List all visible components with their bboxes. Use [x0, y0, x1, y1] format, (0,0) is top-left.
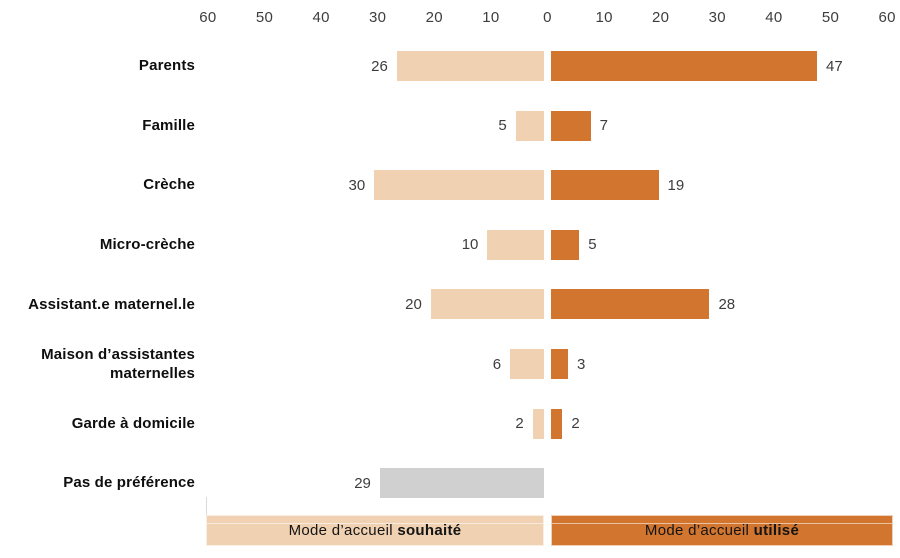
value-label-utilise: 2 [571, 415, 580, 433]
value-label-souhaite: 20 [405, 295, 422, 313]
legend-utilise-label: Mode d’accueil utilisé [644, 522, 800, 539]
value-label-utilise: 5 [588, 236, 597, 254]
bar-utilise [551, 170, 659, 201]
value-label-souhaite: 29 [354, 474, 371, 492]
chart-row: Micro-crèche 10 5 [0, 229, 900, 260]
value-label-souhaite: 2 [515, 415, 524, 433]
axis-tick-label: 10 [595, 9, 613, 26]
axis-tick-mark [206, 497, 207, 515]
left-half: 30 [195, 170, 544, 201]
chart-row: Famille 5 7 [0, 110, 900, 141]
value-label-utilise: 47 [826, 57, 843, 75]
right-half: 28 [551, 289, 900, 320]
axis-tick-label: 40 [765, 9, 783, 26]
left-half: 20 [195, 289, 544, 320]
category-label: Famille [142, 116, 195, 134]
left-half: 10 [195, 229, 544, 260]
value-label-utilise: 7 [599, 117, 608, 135]
bar-utilise [551, 229, 580, 260]
left-half: 26 [195, 51, 544, 81]
axis-tick-label: 30 [708, 9, 726, 26]
axis-tick-label: 30 [369, 9, 387, 26]
right-half [551, 468, 900, 498]
right-half: 3 [551, 349, 900, 379]
right-half: 47 [551, 51, 900, 81]
chart-row: Garde à domicile 2 2 [0, 408, 900, 439]
category-label: Crèche [143, 176, 195, 194]
bar-souhaite [532, 408, 544, 439]
bar-no-preference [379, 468, 544, 499]
center-gap [544, 468, 551, 498]
bar-utilise [551, 349, 568, 379]
legend-utilise: Mode d’accueil utilisé [551, 515, 893, 546]
right-half: 7 [551, 110, 900, 141]
category-label: Pas de préférence [63, 474, 195, 492]
right-half: 5 [551, 229, 900, 260]
bar-souhaite [510, 349, 544, 379]
bar-utilise [551, 51, 818, 81]
center-gap [544, 51, 551, 81]
value-label-souhaite: 6 [492, 355, 502, 373]
bar-utilise [551, 408, 563, 439]
left-half: 6 [195, 349, 544, 379]
value-label-souhaite: 5 [498, 117, 507, 135]
center-gap [544, 111, 551, 141]
center-gap [544, 289, 551, 319]
bar-souhaite [487, 229, 544, 260]
right-half: 2 [551, 408, 900, 439]
chart-row: Maison d’assistantes maternelles 6 3 [0, 345, 900, 383]
axis-tick-label: 0 [543, 9, 552, 26]
bar-souhaite [430, 289, 544, 320]
axis-tick-label: 20 [425, 9, 443, 26]
legend-souhaite-label: Mode d’accueil souhaité [288, 522, 462, 539]
bar-souhaite [515, 110, 544, 141]
value-label-souhaite: 26 [371, 57, 388, 75]
value-label-utilise: 28 [718, 295, 736, 313]
left-half: 29 [195, 468, 544, 499]
left-half: 5 [195, 110, 544, 141]
category-label: Assistant.e maternel.le [28, 295, 195, 313]
bar-souhaite [374, 170, 544, 201]
chart-row: Crèche 30 19 [0, 170, 900, 201]
axis-tick-label: 60 [199, 9, 217, 26]
category-label: Maison d’assistantes maternelles [41, 345, 195, 383]
bar-utilise [551, 110, 591, 141]
left-half: 2 [195, 408, 544, 439]
center-gap [544, 230, 551, 260]
axis-tick-label: 10 [482, 9, 500, 26]
axis-tick-label: 50 [255, 9, 274, 26]
axis-tick-label: 60 [878, 9, 896, 26]
category-label: Micro-crèche [99, 236, 195, 254]
value-label-utilise: 19 [667, 176, 685, 194]
value-label-souhaite: 30 [348, 176, 366, 194]
chart-row: Assistant.e maternel.le 20 28 [0, 289, 900, 320]
center-gap [544, 349, 551, 379]
bar-souhaite [396, 51, 544, 81]
chart-row: Parents 26 47 [0, 51, 900, 81]
axis-tick-label: 20 [652, 9, 670, 26]
legend-souhaite: Mode d’accueil souhaité [206, 515, 544, 546]
category-label: Garde à domicile [71, 414, 195, 432]
axis-tick-label: 50 [821, 9, 840, 26]
category-label: Parents [138, 57, 195, 75]
center-gap [544, 409, 551, 439]
center-gap [544, 170, 551, 200]
value-label-utilise: 3 [576, 355, 586, 373]
value-label-souhaite: 10 [461, 236, 479, 254]
right-half: 19 [551, 170, 900, 201]
axis-tick-label: 40 [312, 9, 330, 26]
bar-utilise [551, 289, 710, 320]
chart-row: Pas de préférence 29 [0, 468, 900, 499]
